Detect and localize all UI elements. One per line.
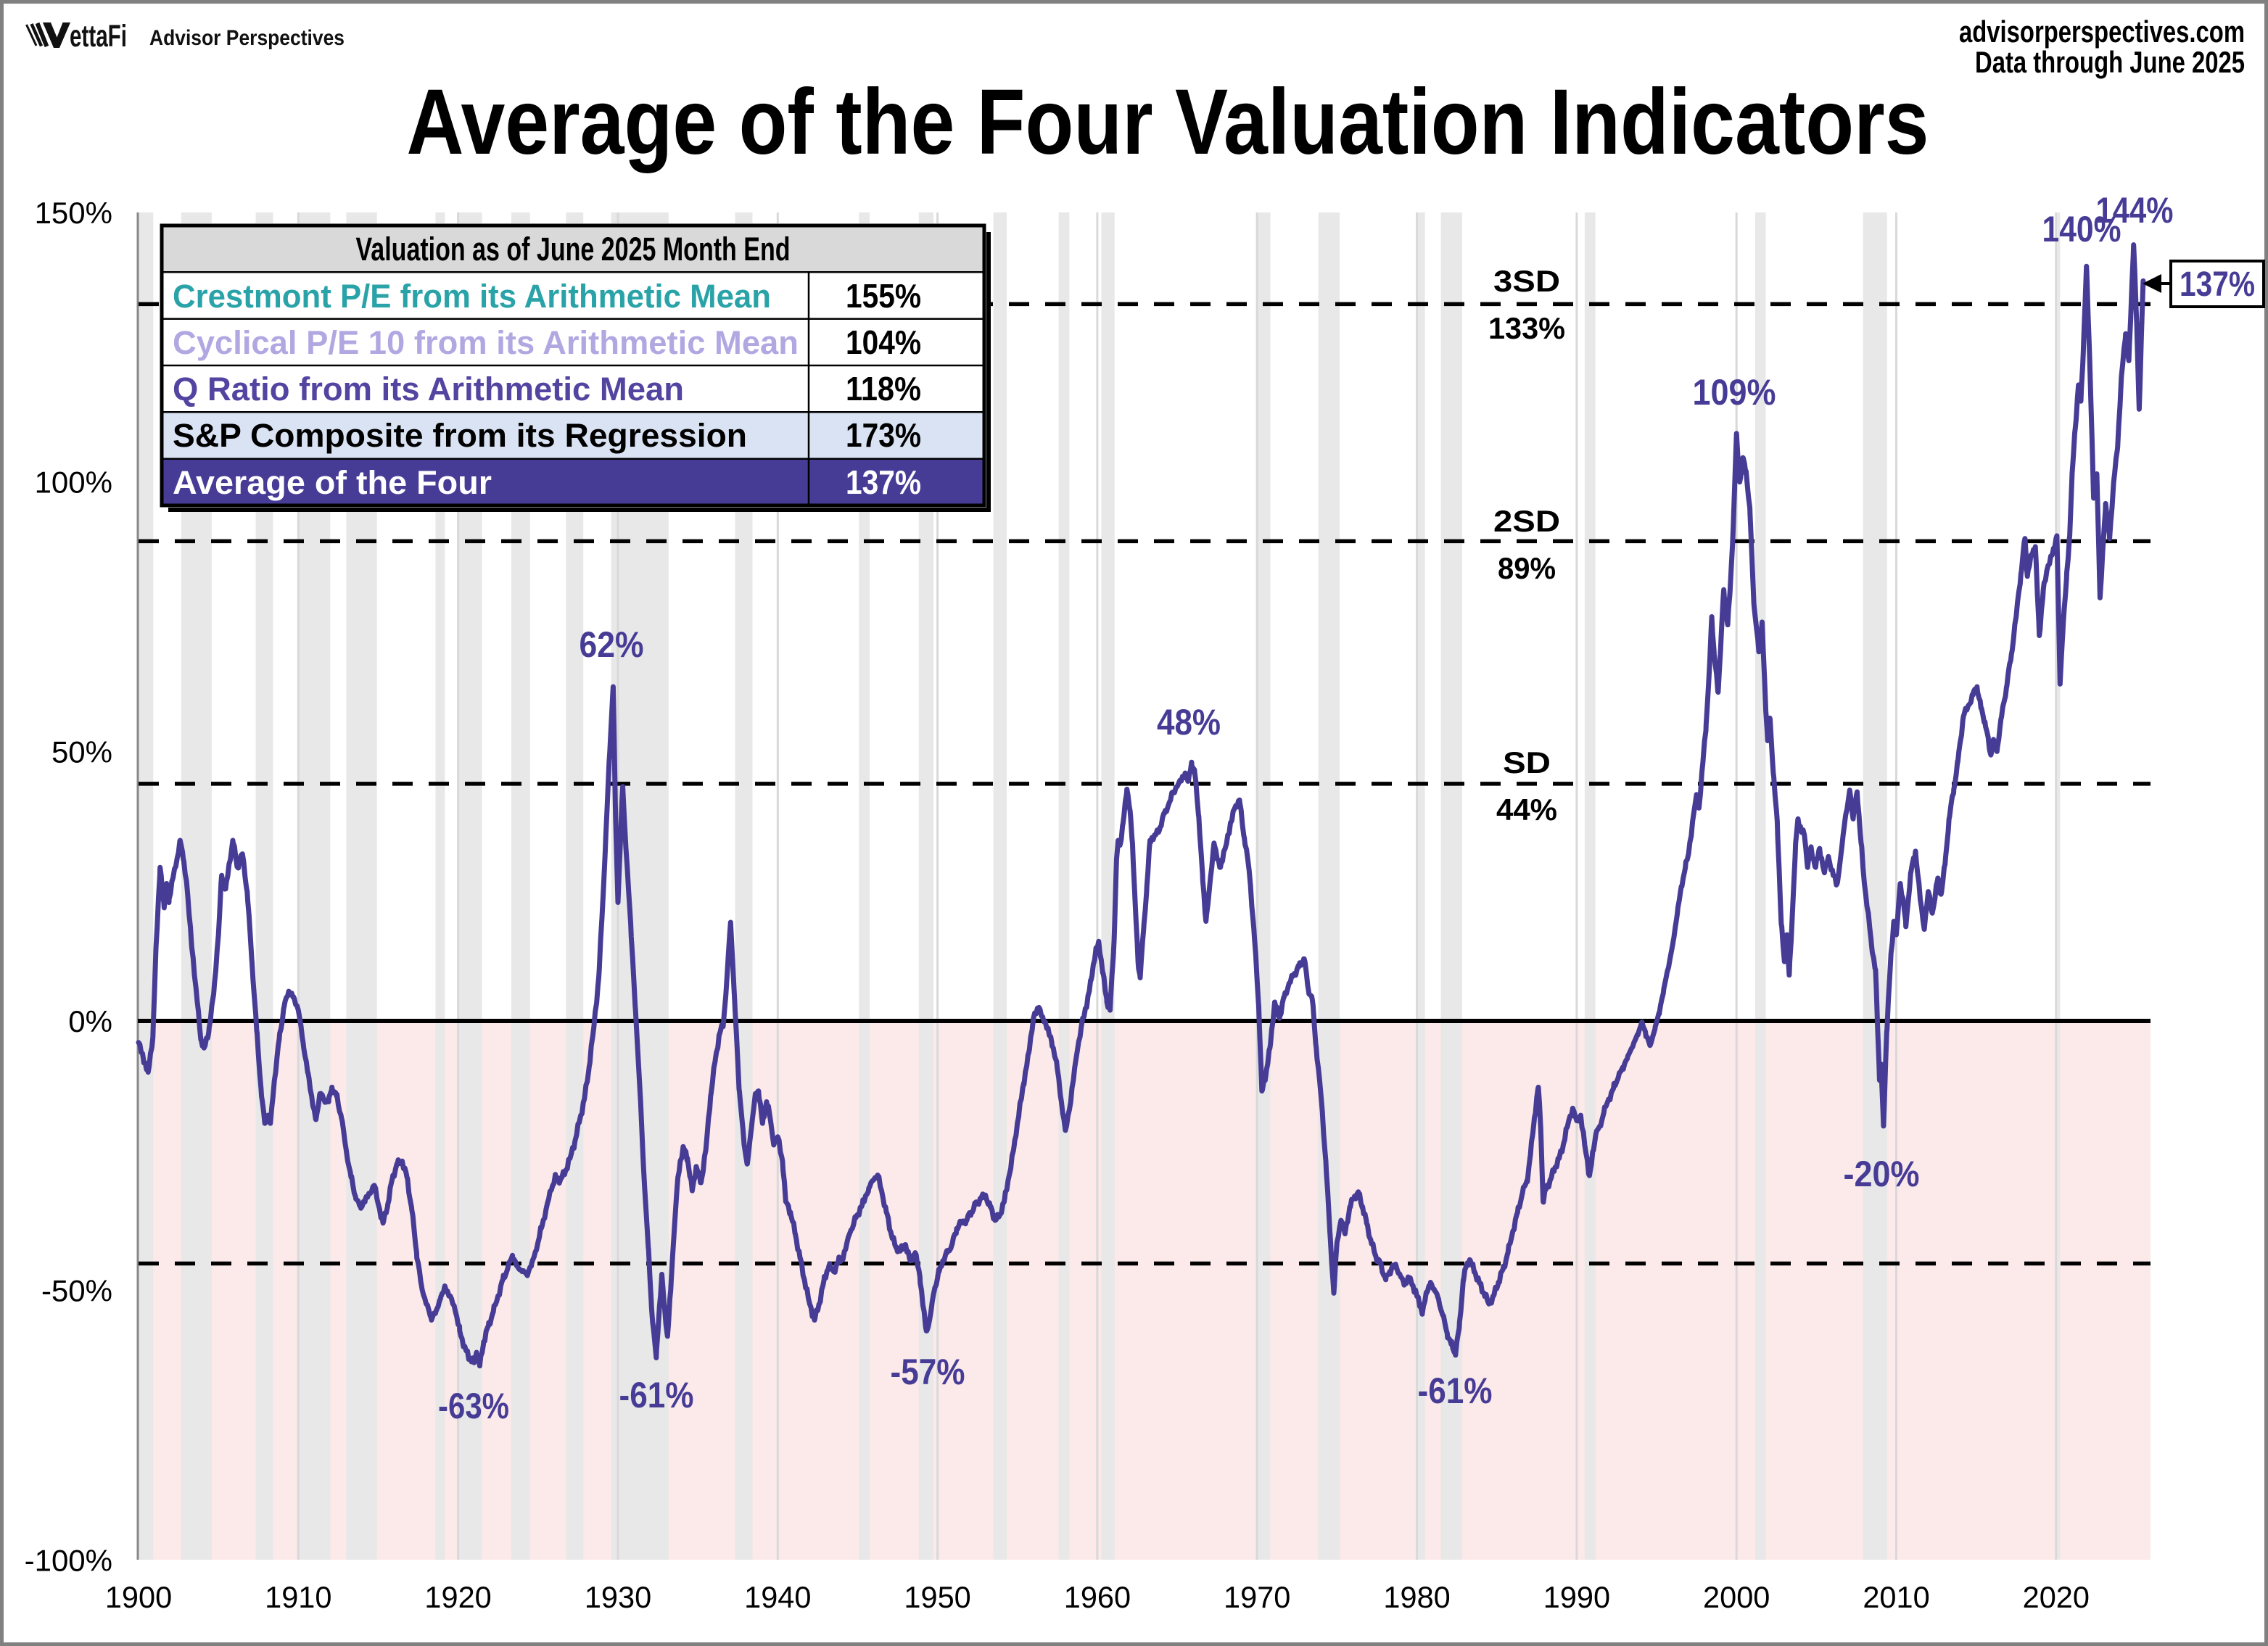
svg-text:-20%: -20% bbox=[1844, 1154, 1920, 1194]
svg-text:2010: 2010 bbox=[1863, 1580, 1929, 1614]
svg-text:Average of the Four Valuation: Average of the Four Valuation Indicators bbox=[407, 70, 1929, 174]
svg-text:118%: 118% bbox=[846, 370, 921, 408]
svg-text:ettaFi: ettaFi bbox=[70, 19, 127, 54]
svg-text:100%: 100% bbox=[35, 466, 112, 500]
svg-text:62%: 62% bbox=[580, 624, 644, 665]
svg-text:2020: 2020 bbox=[2023, 1580, 2090, 1614]
svg-text:2SD: 2SD bbox=[1493, 504, 1560, 538]
svg-text:S&P Composite from its Regress: S&P Composite from its Regression bbox=[173, 417, 747, 454]
svg-text:173%: 173% bbox=[846, 416, 921, 454]
svg-text:Crestmont P/E from its Arithme: Crestmont P/E from its Arithmetic Mean bbox=[173, 278, 771, 315]
svg-text:1950: 1950 bbox=[904, 1580, 970, 1614]
svg-text:48%: 48% bbox=[1157, 702, 1221, 743]
svg-text:2000: 2000 bbox=[1703, 1580, 1770, 1614]
svg-text:-100%: -100% bbox=[25, 1543, 112, 1577]
svg-text:Average of the Four: Average of the Four bbox=[173, 464, 492, 501]
svg-text:-61%: -61% bbox=[619, 1375, 694, 1415]
svg-text:Valuation as of June 2025 Mont: Valuation as of June 2025 Month End bbox=[356, 231, 791, 268]
svg-text:50%: 50% bbox=[51, 735, 112, 769]
svg-text:1960: 1960 bbox=[1064, 1580, 1131, 1614]
svg-text:-50%: -50% bbox=[41, 1274, 112, 1308]
svg-text:137%: 137% bbox=[846, 463, 921, 501]
svg-text:SD: SD bbox=[1503, 745, 1551, 779]
svg-text:1990: 1990 bbox=[1543, 1580, 1610, 1614]
svg-text:1930: 1930 bbox=[585, 1580, 651, 1614]
svg-text:109%: 109% bbox=[1693, 372, 1776, 413]
svg-text:3SD: 3SD bbox=[1493, 264, 1560, 298]
svg-text:-57%: -57% bbox=[891, 1352, 965, 1392]
svg-text:Data through June 2025: Data through June 2025 bbox=[1975, 45, 2245, 79]
svg-text:104%: 104% bbox=[846, 323, 921, 361]
svg-text:155%: 155% bbox=[846, 277, 921, 315]
svg-text:1900: 1900 bbox=[105, 1580, 172, 1614]
svg-text:44%: 44% bbox=[1496, 793, 1557, 827]
svg-text:133%: 133% bbox=[1488, 311, 1565, 345]
svg-text:Q Ratio from its Arithmetic Me: Q Ratio from its Arithmetic Mean bbox=[173, 371, 684, 408]
svg-text:137%: 137% bbox=[2180, 265, 2255, 304]
svg-text:0%: 0% bbox=[68, 1004, 112, 1038]
svg-text:advisorperspectives.com: advisorperspectives.com bbox=[1959, 15, 2245, 49]
svg-text:150%: 150% bbox=[35, 196, 112, 230]
svg-text:1970: 1970 bbox=[1224, 1580, 1290, 1614]
svg-text:1910: 1910 bbox=[265, 1580, 331, 1614]
svg-text:Advisor Perspectives: Advisor Perspectives bbox=[149, 26, 345, 50]
svg-text:144%: 144% bbox=[2096, 190, 2174, 231]
svg-text:Cyclical P/E 10 from its Arith: Cyclical P/E 10 from its Arithmetic Mean bbox=[173, 324, 799, 361]
svg-text:1980: 1980 bbox=[1383, 1580, 1450, 1614]
svg-text:-63%: -63% bbox=[438, 1386, 509, 1426]
svg-text:140%: 140% bbox=[2042, 209, 2121, 249]
svg-text:1920: 1920 bbox=[424, 1580, 491, 1614]
svg-text:-61%: -61% bbox=[1418, 1370, 1493, 1411]
svg-text:89%: 89% bbox=[1498, 551, 1556, 585]
svg-text:1940: 1940 bbox=[744, 1580, 811, 1614]
